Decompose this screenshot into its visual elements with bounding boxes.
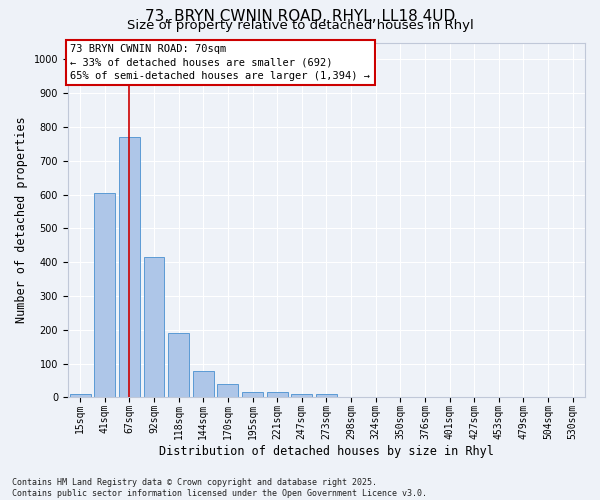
Bar: [168, 333, 189, 398]
Text: Size of property relative to detached houses in Rhyl: Size of property relative to detached ho…: [127, 19, 473, 32]
Bar: [316, 394, 337, 398]
Text: 73 BRYN CWNIN ROAD: 70sqm
← 33% of detached houses are smaller (692)
65% of semi: 73 BRYN CWNIN ROAD: 70sqm ← 33% of detac…: [70, 44, 370, 80]
Bar: [266, 392, 287, 398]
X-axis label: Distribution of detached houses by size in Rhyl: Distribution of detached houses by size …: [159, 444, 494, 458]
Bar: [119, 137, 140, 398]
Bar: [217, 384, 238, 398]
Bar: [291, 394, 312, 398]
Bar: [242, 392, 263, 398]
Text: Contains HM Land Registry data © Crown copyright and database right 2025.
Contai: Contains HM Land Registry data © Crown c…: [12, 478, 427, 498]
Bar: [70, 394, 91, 398]
Bar: [143, 257, 164, 398]
Bar: [193, 371, 214, 398]
Text: 73, BRYN CWNIN ROAD, RHYL, LL18 4UD: 73, BRYN CWNIN ROAD, RHYL, LL18 4UD: [145, 9, 455, 24]
Bar: [94, 193, 115, 398]
Y-axis label: Number of detached properties: Number of detached properties: [15, 116, 28, 324]
